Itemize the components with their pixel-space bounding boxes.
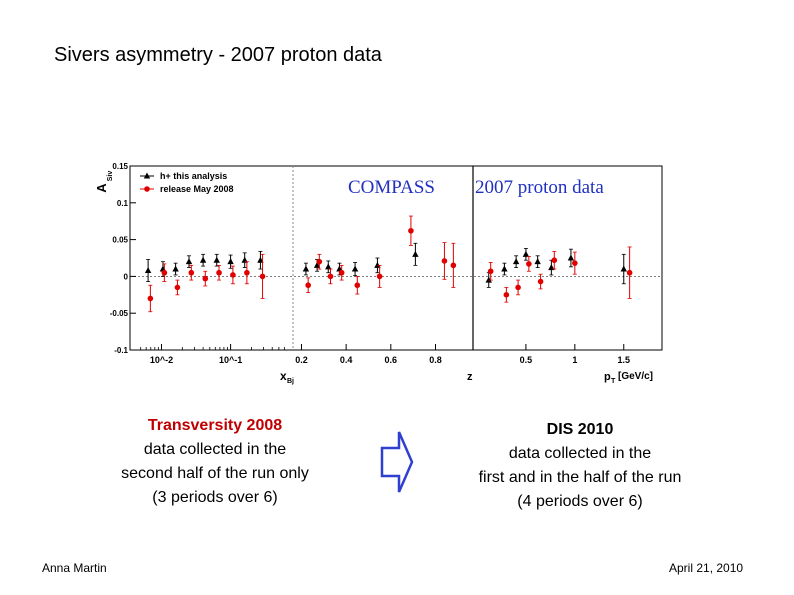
- data-point-circle: [216, 269, 222, 276]
- x-tick-label: 0.4: [340, 355, 353, 365]
- data-point-circle: [572, 260, 578, 266]
- data-point-circle: [188, 269, 195, 276]
- right-caption-heading: DIS 2010: [546, 421, 614, 438]
- y-tick-label: 0: [124, 272, 129, 281]
- x-tick-label: 1: [572, 355, 577, 365]
- y-tick-label: 0.15: [112, 162, 128, 171]
- data-point-circle: [354, 282, 361, 289]
- x-axis-label-xbj: x: [280, 369, 287, 383]
- plot-frame: [129, 165, 663, 351]
- data-point-triangle: [213, 256, 220, 263]
- right-caption: DIS 2010 data collected in the first and…: [458, 418, 702, 514]
- data-point-triangle: [485, 276, 492, 283]
- left-caption-line: data collected in the: [143, 441, 287, 458]
- chart-banner-left: COMPASS: [348, 177, 435, 198]
- left-caption-line: (3 periods over 6): [152, 489, 278, 506]
- x-axis-label-pt: p: [604, 371, 611, 383]
- data-point-circle: [147, 295, 154, 302]
- x-tick-label: 0.2: [295, 355, 308, 365]
- data-point-triangle: [241, 256, 248, 263]
- data-point-circle: [161, 269, 168, 276]
- data-point-triangle: [512, 258, 520, 265]
- x-tick-label: 0.6: [385, 355, 398, 365]
- right-arrow-icon: [380, 431, 414, 493]
- data-point-circle: [202, 275, 209, 282]
- data-point-circle: [376, 273, 383, 280]
- data-point-circle: [551, 257, 558, 264]
- data-point-circle: [503, 292, 510, 298]
- data-point-triangle: [620, 265, 627, 272]
- data-point-circle: [305, 282, 311, 289]
- data-point-circle: [526, 261, 532, 267]
- right-caption-line: data collected in the: [508, 445, 652, 462]
- data-point-triangle: [548, 264, 555, 271]
- chart-banner-right: 2007 proton data: [475, 177, 604, 198]
- data-point-triangle: [302, 265, 310, 272]
- y-tick-label: -0.1: [114, 346, 128, 355]
- data-point-triangle: [143, 172, 151, 179]
- y-tick-label: 0.1: [117, 199, 129, 208]
- x-tick-label: 0.8: [429, 355, 442, 365]
- data-point-circle: [259, 273, 266, 280]
- y-axis-label-subscript: Siv: [107, 171, 114, 182]
- legend-label: h+ this analysis: [160, 171, 227, 181]
- data-point-circle: [174, 284, 181, 291]
- data-point-triangle: [374, 261, 381, 268]
- data-point-circle: [537, 278, 544, 285]
- data-point-triangle: [185, 258, 193, 265]
- x-tick-label: 10^-1: [219, 355, 242, 365]
- data-point-circle: [244, 269, 250, 276]
- y-axis-label: A: [94, 183, 109, 193]
- footer-date: April 21, 2010: [669, 561, 744, 575]
- data-point-triangle: [172, 265, 179, 272]
- left-caption-line: second half of the run only: [121, 465, 309, 482]
- x-axis-label-z: z: [467, 371, 473, 383]
- data-point-triangle: [325, 263, 332, 270]
- data-point-triangle: [501, 265, 508, 272]
- x-axis-label-pt-unit: [GeV/c]: [618, 371, 653, 382]
- data-point-triangle: [144, 267, 152, 274]
- left-caption-heading: Transversity 2008: [147, 417, 283, 434]
- right-caption-line: first and in the half of the run: [478, 469, 682, 486]
- footer-author: Anna Martin: [42, 561, 107, 575]
- data-point-circle: [327, 273, 334, 280]
- data-point-circle: [144, 186, 150, 192]
- x-tick-label: 1.5: [617, 355, 630, 365]
- data-point-circle: [441, 258, 448, 264]
- x-axis-label-xbj-subscript: Bj: [287, 378, 294, 385]
- data-point-circle: [487, 268, 494, 275]
- data-point-triangle: [313, 261, 321, 268]
- data-point-triangle: [534, 258, 541, 265]
- data-point-triangle: [227, 258, 234, 265]
- data-point-triangle: [412, 250, 419, 257]
- y-tick-label: -0.05: [110, 309, 129, 318]
- slide-title: Sivers asymmetry - 2007 proton data: [54, 44, 382, 66]
- legend-label: release May 2008: [160, 184, 234, 194]
- data-point-triangle: [199, 256, 207, 263]
- x-tick-label: 0.5: [520, 355, 533, 365]
- x-axis-label-pt-subscript: T: [611, 378, 616, 385]
- data-point-circle: [450, 262, 457, 269]
- x-tick-label: 10^-2: [150, 355, 173, 365]
- data-point-triangle: [567, 254, 575, 261]
- data-point-triangle: [257, 256, 264, 263]
- data-point-circle: [316, 258, 323, 265]
- data-point-circle: [338, 269, 345, 276]
- left-caption: Transversity 2008 data collected in the …: [100, 414, 330, 510]
- data-point-triangle: [351, 265, 359, 272]
- data-point-circle: [230, 272, 236, 278]
- data-point-circle: [408, 227, 414, 234]
- right-caption-line: (4 periods over 6): [517, 493, 643, 510]
- data-point-circle: [515, 284, 521, 291]
- y-tick-label: 0.05: [112, 236, 128, 245]
- data-point-circle: [626, 269, 633, 276]
- data-point-triangle: [522, 250, 530, 257]
